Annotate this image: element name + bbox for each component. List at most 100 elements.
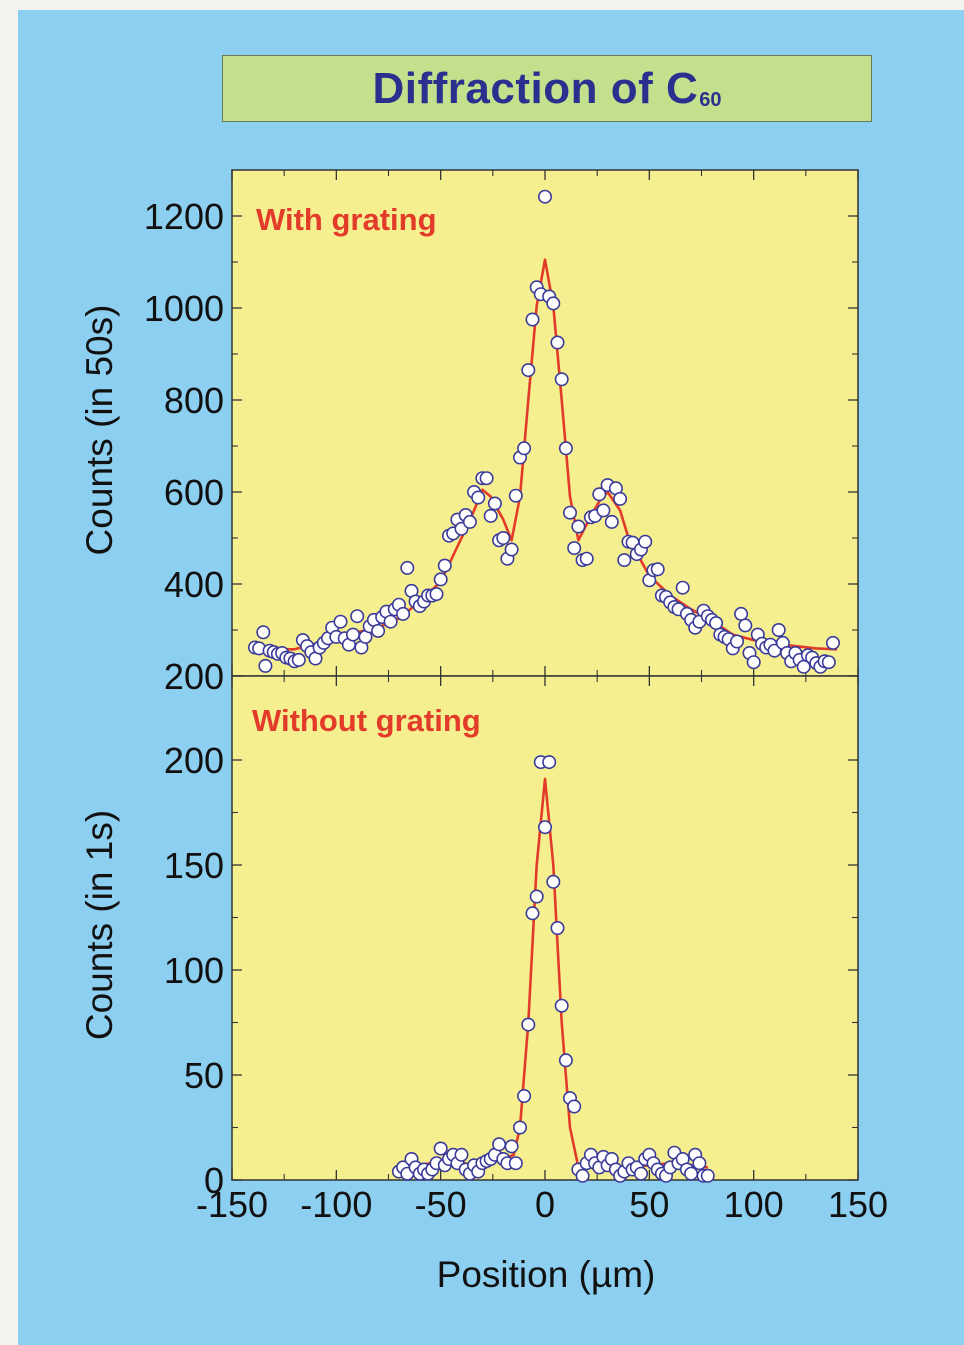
bottom-y-axis-title: Counts (in 1s) xyxy=(79,810,120,1040)
x-tick-label: -50 xyxy=(415,1184,467,1225)
top-data-point xyxy=(729,634,744,649)
bottom-ytick-label: 50 xyxy=(184,1055,224,1096)
bottom-data-point xyxy=(575,1168,590,1183)
top-data-point xyxy=(738,618,753,633)
top-data-point xyxy=(617,553,632,568)
top-data-point xyxy=(604,514,619,529)
bottom-axes-ticks xyxy=(231,676,859,1181)
top-ytick-label: 200 xyxy=(164,656,224,697)
bottom-ytick-label: 150 xyxy=(164,845,224,886)
top-ytick-label: 1200 xyxy=(144,196,224,237)
top-y-axis-title: Counts (in 50s) xyxy=(79,305,120,556)
top-data-point xyxy=(471,490,486,505)
top-data-point xyxy=(350,609,365,624)
bottom-data-point xyxy=(537,820,552,835)
top-data-point xyxy=(571,519,586,534)
top-data-point xyxy=(479,471,494,486)
top-data-point xyxy=(291,652,306,667)
bottom-data-point xyxy=(433,1141,448,1156)
top-data-point xyxy=(483,508,498,523)
x-tick-label: 100 xyxy=(724,1184,784,1225)
top-data-point xyxy=(496,530,511,545)
top-data-points xyxy=(248,189,840,674)
top-data-point xyxy=(487,496,502,511)
x-axis-title: Position (µm) xyxy=(437,1254,656,1295)
bottom-tick-labels: 0 50 100 150 200 -150 -100 -50 0 50 100 150 xyxy=(164,740,888,1225)
bottom-ytick-label: 200 xyxy=(164,740,224,781)
top-data-point xyxy=(562,505,577,520)
top-data-point xyxy=(396,606,411,621)
bottom-data-point xyxy=(512,1120,527,1135)
x-tick-label: -150 xyxy=(196,1184,268,1225)
top-axes-ticks xyxy=(231,170,859,677)
top-data-point xyxy=(613,491,628,506)
top-data-point xyxy=(345,627,360,642)
bottom-data-point xyxy=(529,889,544,904)
top-data-point xyxy=(567,541,582,556)
top-ytick-label: 800 xyxy=(164,380,224,421)
bottom-data-point xyxy=(546,874,561,889)
top-data-point xyxy=(517,441,532,456)
top-data-point xyxy=(550,335,565,350)
bottom-data-point xyxy=(550,920,565,935)
x-tick-label: -100 xyxy=(300,1184,372,1225)
bottom-data-point xyxy=(700,1168,715,1183)
top-data-point xyxy=(521,363,536,378)
x-tick-label: 0 xyxy=(535,1184,555,1225)
top-data-point xyxy=(462,514,477,529)
top-ytick-label: 600 xyxy=(164,472,224,513)
top-data-point xyxy=(638,534,653,549)
top-data-point xyxy=(333,614,348,629)
top-data-point xyxy=(256,625,271,640)
x-tick-label: 150 xyxy=(828,1184,888,1225)
top-data-point xyxy=(734,606,749,621)
top-data-point xyxy=(537,189,552,204)
bottom-data-point xyxy=(692,1156,707,1171)
bottom-data-point xyxy=(454,1147,469,1162)
top-plot-area xyxy=(231,169,859,677)
top-data-point xyxy=(371,623,386,638)
top-data-point xyxy=(596,503,611,518)
bottom-data-point xyxy=(504,1139,519,1154)
top-data-point xyxy=(400,560,415,575)
top-data-point xyxy=(821,655,836,670)
top-panel-label: With grating xyxy=(256,202,437,237)
top-data-point xyxy=(508,488,523,503)
x-tick-label: 50 xyxy=(629,1184,669,1225)
top-y-tick-labels: 200 400 600 800 1000 1200 xyxy=(144,196,224,697)
top-ytick-label: 1000 xyxy=(144,288,224,329)
bottom-data-point xyxy=(525,906,540,921)
top-data-point xyxy=(746,655,761,670)
chart-title-subscript: 60 xyxy=(699,89,722,111)
top-data-point xyxy=(429,587,444,602)
bottom-data-point xyxy=(521,1017,536,1032)
top-data-point xyxy=(558,441,573,456)
top-data-point xyxy=(504,542,519,557)
top-ytick-label: 400 xyxy=(164,564,224,605)
bottom-data-point xyxy=(684,1166,699,1181)
bottom-data-point xyxy=(558,1053,573,1068)
bottom-data-point xyxy=(492,1137,507,1152)
top-data-point xyxy=(709,616,724,631)
top-data-point xyxy=(525,312,540,327)
bottom-ytick-label: 0 xyxy=(204,1160,224,1201)
top-data-point xyxy=(554,372,569,387)
top-data-point xyxy=(825,635,840,650)
bottom-data-point xyxy=(567,1099,582,1114)
top-data-point xyxy=(675,580,690,595)
top-data-point xyxy=(771,622,786,637)
bottom-data-point xyxy=(633,1166,648,1181)
top-data-point xyxy=(650,562,665,577)
bottom-plot-area xyxy=(231,675,859,1181)
top-data-point xyxy=(579,551,594,566)
bottom-panel-label: Without grating xyxy=(252,703,481,738)
bottom-data-points xyxy=(391,755,715,1183)
top-data-point xyxy=(433,572,448,587)
top-data-point xyxy=(258,658,273,673)
top-data-point xyxy=(437,558,452,573)
bottom-data-point xyxy=(554,998,569,1013)
chart-title: Diffraction of C xyxy=(372,63,699,113)
bottom-ytick-label: 100 xyxy=(164,950,224,991)
top-data-point xyxy=(546,296,561,311)
